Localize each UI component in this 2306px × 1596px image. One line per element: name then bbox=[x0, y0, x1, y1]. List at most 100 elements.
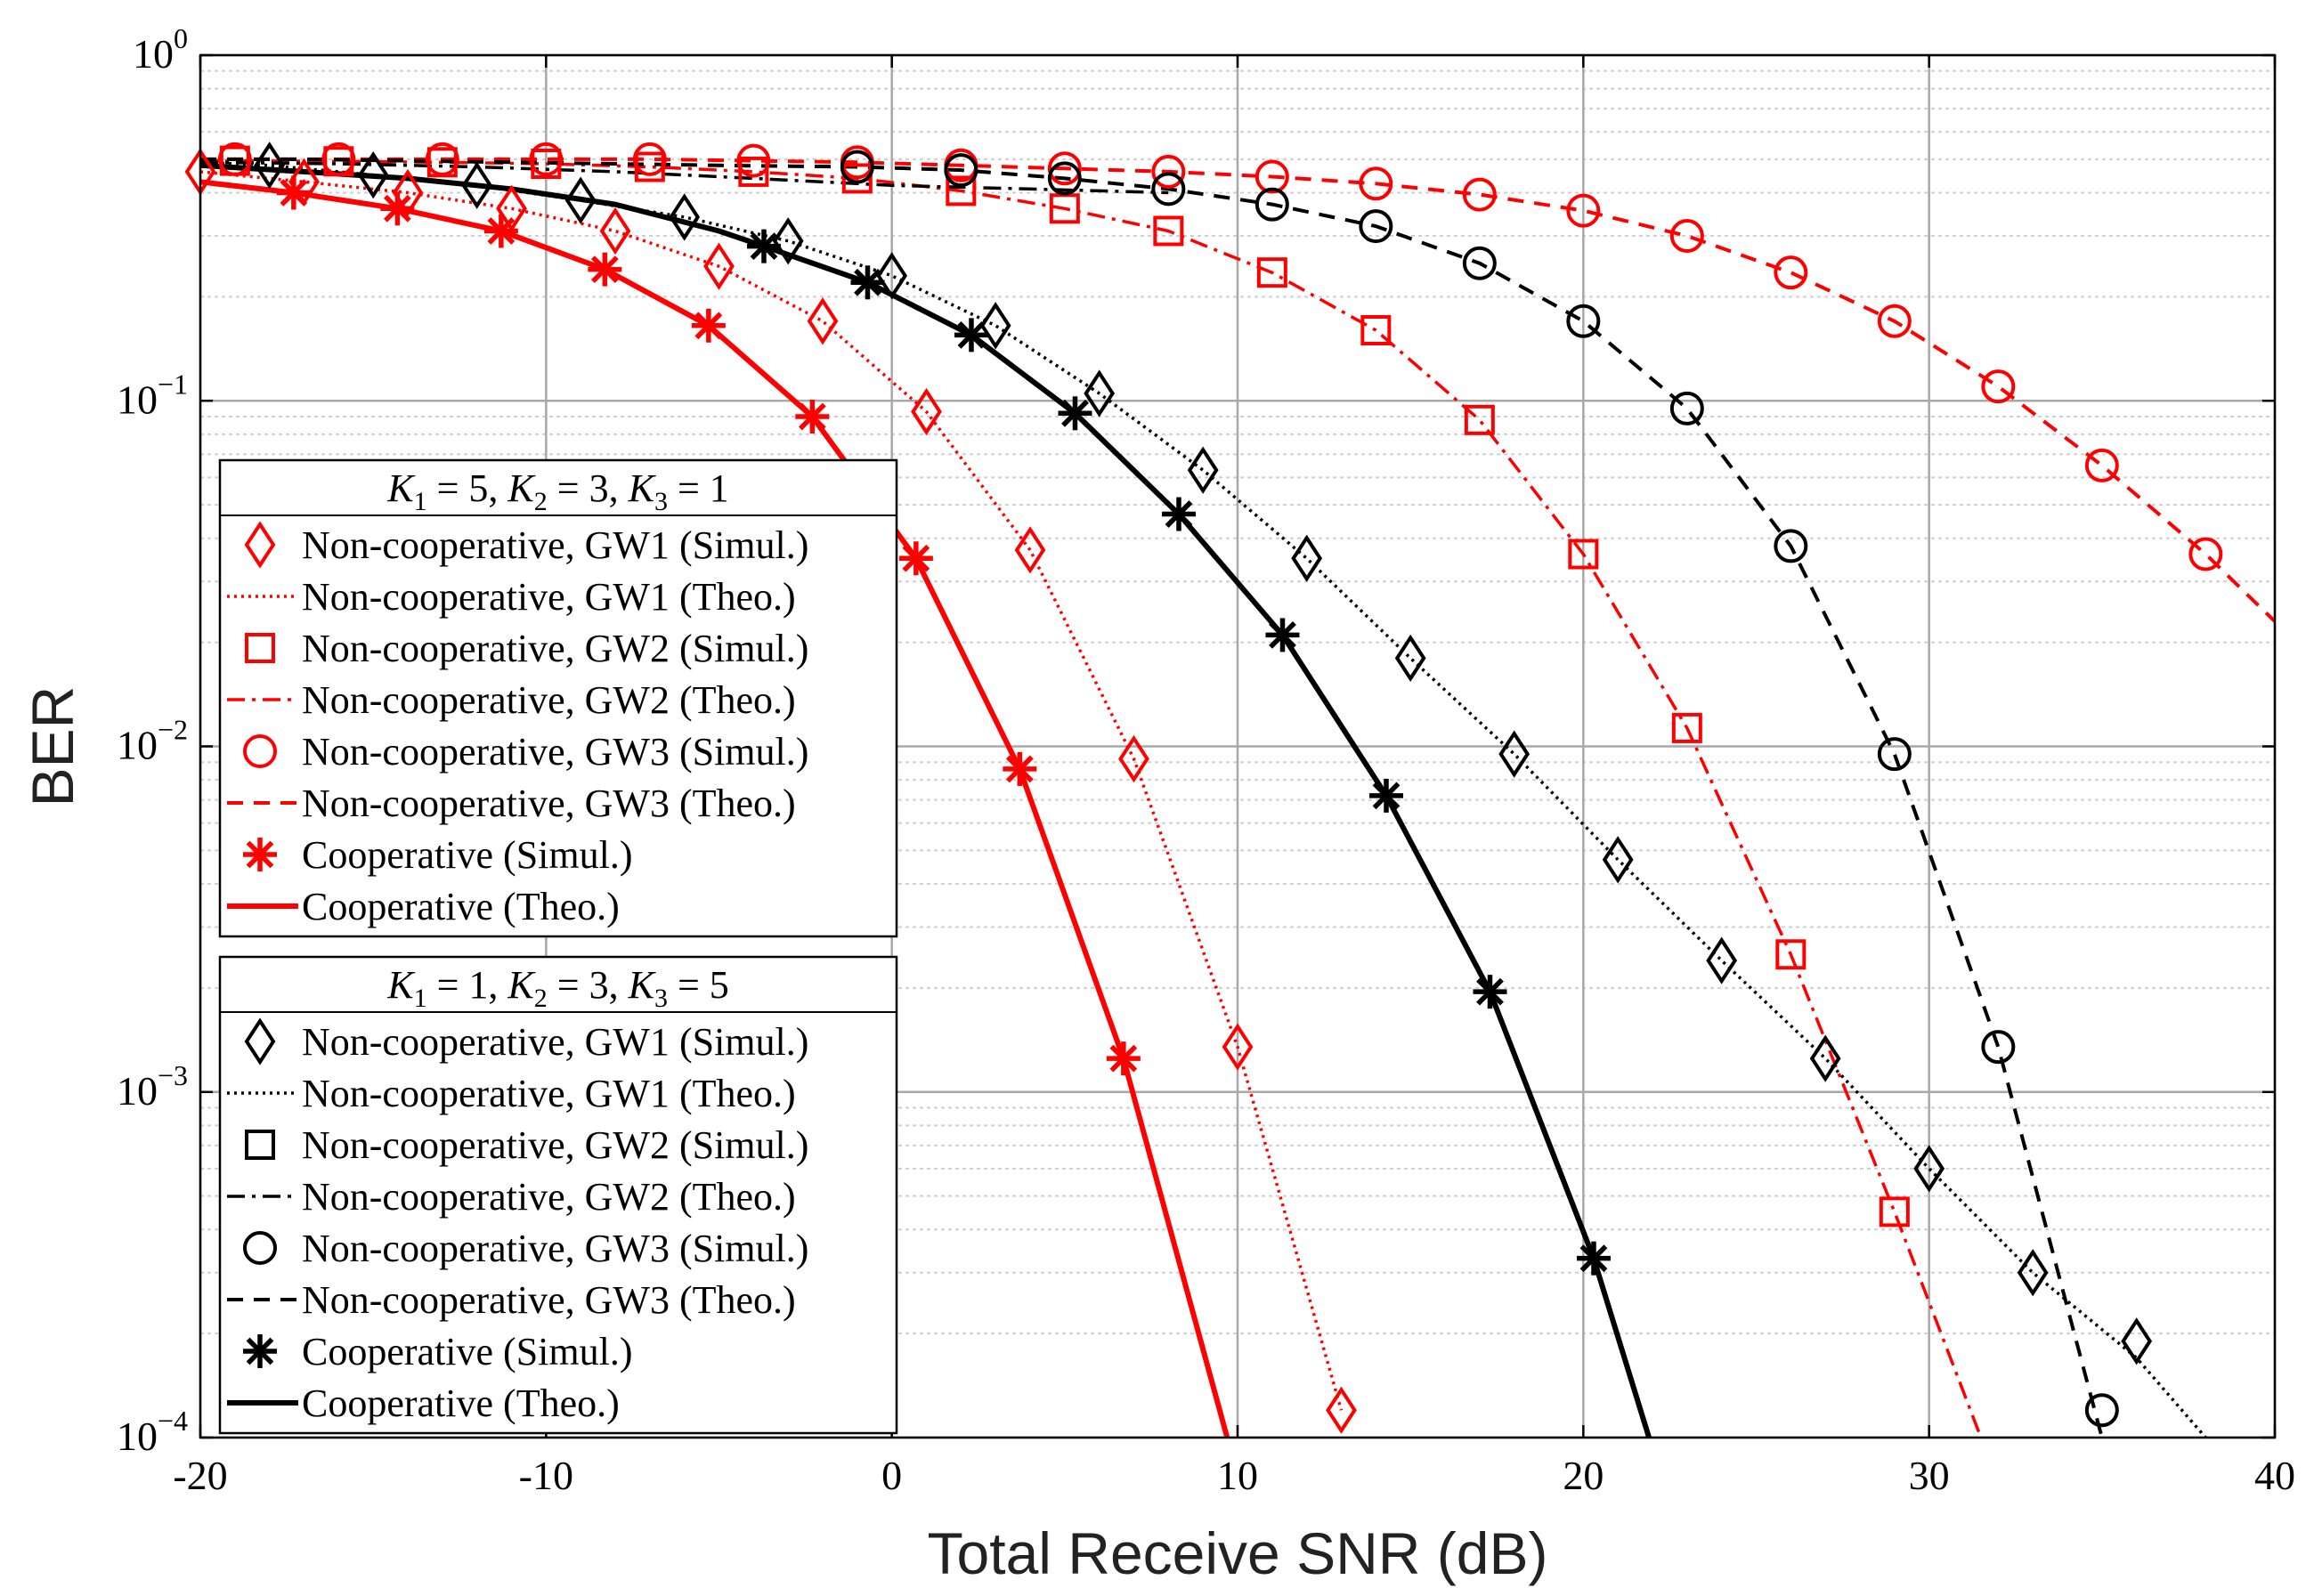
data-point-diamond-g2 bbox=[772, 217, 804, 265]
data-point-diamond-g2 bbox=[2121, 1317, 2153, 1365]
legend-entry-label: Cooperative (Theo.) bbox=[302, 885, 620, 928]
data-point-diamond-g2 bbox=[1498, 730, 1531, 778]
x-tick-label: -20 bbox=[173, 1453, 227, 1498]
data-point-diamond-g2 bbox=[357, 150, 389, 199]
x-tick-label: 20 bbox=[1563, 1453, 1604, 1498]
data-point-square-g1 bbox=[841, 163, 873, 194]
data-point-circle-g1 bbox=[1981, 369, 2016, 404]
data-point-square-g1 bbox=[1360, 315, 1392, 346]
data-point-square-g1 bbox=[1775, 939, 1807, 970]
x-tick-label: 40 bbox=[2254, 1453, 2295, 1498]
data-point-diamond-g1 bbox=[1222, 1023, 1254, 1071]
data-point-square-g1 bbox=[1671, 712, 1702, 743]
data-point-asterisk-g1 bbox=[1003, 751, 1037, 786]
data-point-diamond-g1 bbox=[392, 168, 424, 217]
y-tick-label: 10−3 bbox=[117, 1059, 188, 1114]
data-point-asterisk-g1 bbox=[588, 252, 622, 287]
data-point-circle-g1 bbox=[321, 142, 356, 176]
data-point-asterisk-g2 bbox=[954, 318, 988, 352]
data-point-circle-g2 bbox=[1981, 1030, 2016, 1065]
data-point-asterisk-g2 bbox=[1058, 396, 1092, 431]
y-axis-label: BER bbox=[20, 686, 85, 807]
legend-entry-label: Non-cooperative, GW1 (Simul.) bbox=[302, 1020, 808, 1064]
data-point-square-g1 bbox=[1568, 539, 1599, 570]
data-point-asterisk-g2 bbox=[850, 265, 885, 300]
data-point-diamond-g1 bbox=[807, 297, 839, 345]
data-point-circle-g2 bbox=[1151, 172, 1186, 207]
data-point-diamond-g1 bbox=[599, 207, 631, 255]
data-point-square-g1 bbox=[946, 175, 977, 207]
data-point-diamond-g2 bbox=[979, 302, 1011, 350]
legend-entry-label: Non-cooperative, GW2 (Simul.) bbox=[302, 1123, 808, 1167]
data-point-asterisk-g2 bbox=[746, 229, 781, 263]
legend-marker-square bbox=[245, 1130, 275, 1160]
data-point-square-g1 bbox=[738, 156, 769, 187]
data-point-circle-g2 bbox=[840, 150, 874, 184]
data-point-circle-g1 bbox=[1566, 193, 1601, 228]
data-point-diamond-g2 bbox=[1809, 1034, 1841, 1082]
data-point-asterisk-g1 bbox=[795, 400, 830, 434]
data-point-circle-g1 bbox=[425, 142, 459, 176]
data-point-diamond-g1 bbox=[1118, 734, 1149, 783]
data-point-circle-g1 bbox=[1877, 304, 1912, 338]
data-point-diamond-g2 bbox=[1602, 836, 1634, 884]
legend-frame bbox=[218, 955, 898, 1435]
data-point-circle-g2 bbox=[1254, 187, 1289, 222]
data-point-diamond-g2 bbox=[254, 142, 286, 190]
legend-entry-label: Non-cooperative, GW2 (Theo.) bbox=[302, 678, 796, 722]
data-point-diamond-g1 bbox=[1014, 526, 1046, 574]
x-tick-label: 30 bbox=[1909, 1453, 1950, 1498]
y-tick-label: 10−2 bbox=[117, 714, 188, 768]
y-tick-label: 10−1 bbox=[117, 368, 188, 422]
data-point-circle-g1 bbox=[736, 143, 771, 178]
data-point-square-g1 bbox=[1879, 1196, 1910, 1227]
x-tick-label: -10 bbox=[519, 1453, 573, 1498]
data-point-circle-g1 bbox=[2188, 537, 2223, 571]
data-point-diamond-g2 bbox=[2017, 1249, 2049, 1297]
legend-box-1: K1 = 5, K2 = 3, K3 = 1 Non-cooperative, G… bbox=[218, 458, 898, 938]
data-point-diamond-g2 bbox=[1706, 936, 1738, 984]
data-point-asterisk-g2 bbox=[1161, 497, 1196, 531]
data-point-circle-g2 bbox=[1359, 209, 1393, 244]
data-point-diamond-g2 bbox=[1394, 634, 1426, 683]
legend-marker-square bbox=[245, 633, 275, 663]
legend-frame bbox=[218, 458, 898, 938]
data-point-circle-g1 bbox=[2084, 448, 2119, 482]
data-point-circle-g1 bbox=[1254, 159, 1289, 194]
data-point-asterisk-g2 bbox=[1368, 778, 1403, 813]
legend-marker-circle bbox=[243, 734, 277, 768]
series-line-g2-15 bbox=[200, 162, 1652, 1438]
series-line-g1-5 bbox=[200, 157, 2275, 623]
data-point-circle-g1 bbox=[1774, 255, 1808, 290]
legend-entry-label: Non-cooperative, GW2 (Theo.) bbox=[302, 1175, 796, 1219]
series-line-g1-1 bbox=[200, 170, 1344, 1411]
data-point-asterisk-g2 bbox=[1265, 618, 1300, 652]
data-point-circle-g2 bbox=[1774, 529, 1808, 563]
legend-entry-label: Non-cooperative, GW1 (Theo.) bbox=[302, 1072, 796, 1115]
data-point-diamond-g2 bbox=[1291, 534, 1323, 582]
series-layer bbox=[184, 142, 2275, 1438]
data-point-asterisk-g2 bbox=[1473, 975, 1507, 1009]
data-point-asterisk-g1 bbox=[898, 541, 933, 576]
data-point-circle-g1 bbox=[1047, 151, 1082, 186]
legend-marker-diamond bbox=[244, 1017, 276, 1065]
data-point-square-g1 bbox=[1256, 257, 1287, 288]
series-line-g2-13 bbox=[200, 157, 2104, 1438]
data-point-diamond-g2 bbox=[1084, 369, 1116, 417]
data-point-asterisk-g1 bbox=[276, 175, 311, 210]
x-axis-label: Total Receive SNR (dB) bbox=[928, 1520, 1548, 1586]
data-point-asterisk-g1 bbox=[1106, 1041, 1141, 1076]
data-point-circle-g1 bbox=[1669, 219, 1704, 254]
legend-entry-label: Non-cooperative, GW3 (Theo.) bbox=[302, 1278, 796, 1322]
legend-entry-label: Non-cooperative, GW1 (Theo.) bbox=[302, 575, 796, 619]
legend-entry-label: Non-cooperative, GW3 (Simul.) bbox=[302, 1227, 808, 1270]
series-markers bbox=[184, 142, 2223, 1434]
legend-entry-label: Non-cooperative, GW3 (Theo.) bbox=[302, 782, 796, 825]
data-point-diamond-g1 bbox=[1326, 1386, 1357, 1434]
legend-marker-circle bbox=[243, 1231, 277, 1265]
data-point-diamond-g1 bbox=[703, 242, 735, 290]
data-point-asterisk-g1 bbox=[691, 308, 726, 343]
data-point-asterisk-g2 bbox=[1576, 1241, 1611, 1276]
x-tick-label: 0 bbox=[881, 1453, 902, 1498]
